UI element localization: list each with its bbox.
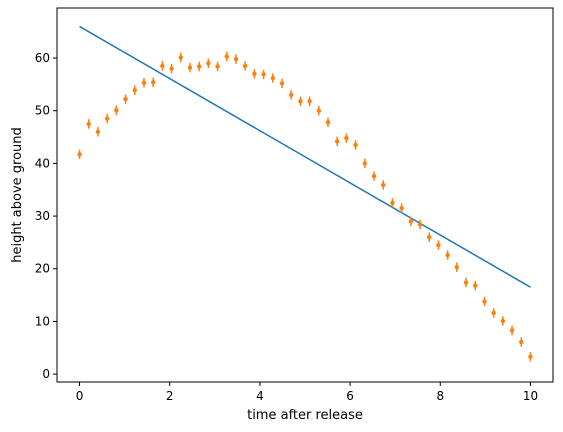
data-point — [86, 121, 91, 127]
y-tick-label: 50 — [35, 104, 50, 118]
data-point — [417, 222, 423, 227]
y-tick-label: 10 — [35, 314, 50, 328]
data-point — [491, 310, 496, 316]
data-point — [279, 81, 285, 86]
data-point — [473, 283, 478, 288]
data-point — [482, 299, 487, 304]
data-point — [160, 63, 165, 69]
data-point — [178, 55, 183, 60]
data-point — [436, 242, 441, 248]
y-tick-label: 60 — [35, 51, 50, 65]
data-point — [132, 87, 137, 93]
data-point — [95, 129, 101, 134]
data-point — [528, 354, 533, 359]
data-point — [114, 107, 119, 113]
data-point — [224, 54, 229, 59]
plot-frame — [56, 7, 554, 383]
x-tick-label: 2 — [166, 389, 174, 403]
data-point — [408, 219, 414, 224]
y-tick-label: 20 — [35, 262, 50, 276]
data-point — [454, 264, 460, 270]
data-point — [427, 234, 432, 240]
data-point — [233, 56, 239, 62]
data-point — [381, 182, 386, 188]
data-point — [316, 108, 321, 113]
data-point — [206, 61, 211, 66]
y-tick-label: 40 — [35, 156, 50, 170]
y-axis: 0 10 20 30 40 50 60 — [35, 51, 57, 381]
data-point — [509, 328, 515, 333]
data-point — [390, 200, 395, 206]
data-point — [334, 139, 340, 144]
x-tick-label: 6 — [346, 389, 354, 403]
x-tick-label: 8 — [436, 389, 444, 403]
fit-line — [79, 25, 531, 288]
y-tick-label: 0 — [42, 367, 50, 381]
data-point — [399, 205, 404, 211]
data-point — [500, 318, 506, 324]
data-point — [141, 80, 147, 86]
data-point — [261, 72, 266, 77]
data-point — [150, 80, 156, 85]
data-point — [344, 135, 349, 141]
data-point — [371, 173, 377, 179]
data-point — [325, 120, 331, 125]
data-point — [289, 92, 294, 98]
data-point — [187, 65, 193, 70]
x-tick-label: 4 — [256, 389, 264, 403]
data-point — [519, 339, 524, 345]
data-point — [362, 161, 368, 166]
x-axis: 0 2 4 6 8 10 — [76, 382, 538, 403]
data-point — [445, 252, 450, 258]
data-point — [77, 152, 82, 157]
data-point — [353, 142, 358, 148]
data-point — [252, 71, 257, 77]
data-point — [270, 75, 276, 81]
data-point — [463, 280, 469, 285]
x-axis-label: time after release — [247, 408, 363, 423]
data-point — [196, 64, 202, 69]
data-point — [298, 99, 303, 104]
y-axis-label: height above ground — [10, 127, 25, 263]
plot-content — [77, 25, 533, 362]
x-tick-label: 0 — [76, 389, 84, 403]
data-point — [215, 64, 220, 69]
data-point — [104, 116, 110, 121]
data-point — [307, 99, 312, 104]
data-point — [123, 96, 128, 102]
data-point — [169, 66, 174, 71]
x-tick-label: 10 — [523, 389, 538, 403]
data-point — [242, 63, 248, 69]
y-tick-label: 30 — [35, 209, 50, 223]
